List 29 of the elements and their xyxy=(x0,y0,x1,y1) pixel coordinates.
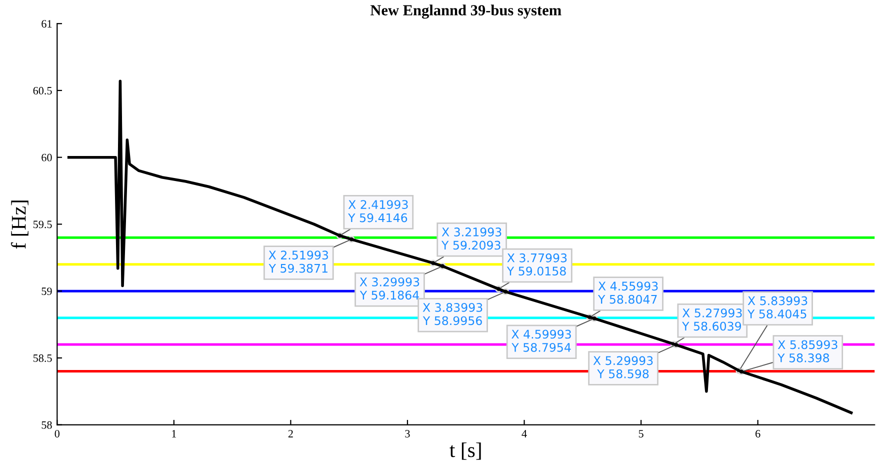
annotation: X 5.83993 Y 58.4045 xyxy=(747,296,808,318)
x-tick-label: 1 xyxy=(172,430,176,438)
annotation: X 3.77993 Y 59.0158 xyxy=(506,253,567,276)
x-tick-label: 6 xyxy=(756,430,760,438)
y-tick-label: 60.5 xyxy=(33,86,52,94)
y-tick-label: 59.5 xyxy=(33,220,52,228)
chart-title: New Englannd 39-bus system xyxy=(370,4,562,19)
x-tick-label: 2 xyxy=(288,430,293,438)
annotation: X 3.29993 Y 59.1864 xyxy=(360,277,420,300)
x-tick-label: 3 xyxy=(405,430,410,438)
annotation: X 2.41993 Y 59.4146 xyxy=(348,200,408,222)
annotation: X 4.59993 Y 58.7954 xyxy=(512,330,571,352)
y-tick-label: 58.5 xyxy=(33,354,52,362)
y-tick-label: 59 xyxy=(42,288,52,296)
y-axis-title: f [Hz] xyxy=(10,200,28,249)
annotation: X 3.83993 Y 58.9956 xyxy=(422,302,482,326)
y-tick-label: 60 xyxy=(42,154,52,162)
x-tick-label: 4 xyxy=(522,430,527,438)
x-tick-label: 5 xyxy=(638,430,644,438)
y-tick-label: 58 xyxy=(42,421,52,429)
y-tick-label: 61 xyxy=(42,20,52,28)
annotation: X 5.85993 Y 58.398 xyxy=(778,340,838,362)
annotation: X 4.55993 Y 58.8047 xyxy=(598,282,658,304)
x-axis-title: t [s] xyxy=(450,442,481,460)
annotation: X 2.51993 Y 59.3871 xyxy=(268,250,328,273)
annotation: X 5.29993 Y 58.598 xyxy=(593,356,653,378)
annotation: X 5.27993 Y 58.6039 xyxy=(682,308,742,331)
x-tick-label: 0 xyxy=(54,430,60,438)
annotation: X 3.21993 Y 59.2093 xyxy=(441,228,502,250)
